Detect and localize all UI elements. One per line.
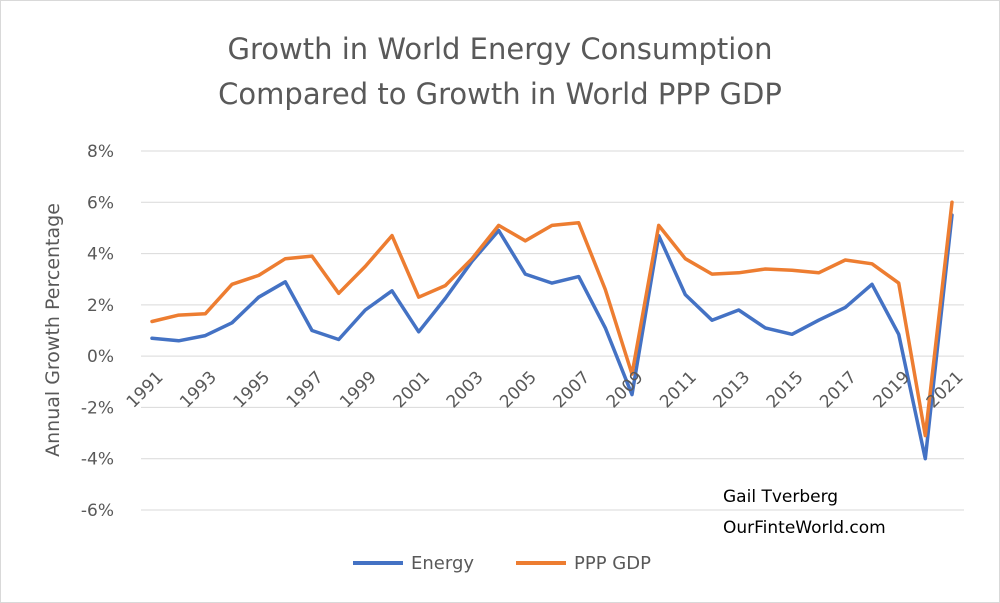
chart-title-line-1: Growth in World Energy Consumption bbox=[228, 32, 773, 66]
y-tick-label: -4% bbox=[81, 450, 114, 470]
x-tick-label: 2005 bbox=[496, 368, 541, 413]
series-line-energy bbox=[150, 213, 954, 461]
y-tick-label: 2% bbox=[87, 296, 114, 316]
y-tick-label: 4% bbox=[87, 245, 114, 265]
series-line-ppp-gdp bbox=[150, 200, 954, 438]
x-tick-label: 1991 bbox=[123, 368, 168, 413]
x-tick-label: 2007 bbox=[549, 368, 594, 413]
gridlines bbox=[141, 150, 964, 511]
y-tick-label: 0% bbox=[87, 347, 114, 367]
x-tick-label: 2003 bbox=[443, 368, 488, 413]
x-tick-label: 1995 bbox=[229, 368, 274, 413]
y-tick-label: 6% bbox=[87, 193, 114, 213]
credit-website: OurFinteWorld.com bbox=[723, 518, 886, 538]
y-tick-label: -6% bbox=[81, 501, 114, 521]
credit-author: Gail Tverberg bbox=[723, 487, 838, 507]
legend-label-energy: Energy bbox=[411, 553, 474, 574]
x-tick-label: 1999 bbox=[336, 368, 381, 413]
legend-label-ppp-gdp: PPP GDP bbox=[574, 553, 651, 574]
x-tick-label: 2017 bbox=[816, 368, 861, 413]
x-tick-label: 2015 bbox=[763, 368, 808, 413]
x-axis-ticks: 1991 1993 1995 1997 1999 2001 2003 2005 2007 2009… bbox=[123, 368, 968, 413]
y-tick-label: -2% bbox=[81, 398, 114, 418]
x-tick-label: 2013 bbox=[709, 368, 754, 413]
x-tick-label: 1993 bbox=[176, 368, 221, 413]
y-axis-ticks: -6% -4% -2% 0% 2% 4% 6% 8% bbox=[81, 142, 114, 521]
x-tick-label: 2001 bbox=[389, 368, 434, 413]
y-axis-title: Annual Growth Percentage bbox=[42, 203, 64, 457]
legend: Energy PPP GDP bbox=[353, 553, 651, 574]
x-tick-label: 1997 bbox=[283, 368, 328, 413]
x-tick-label: 2011 bbox=[656, 368, 701, 413]
y-tick-label: 8% bbox=[87, 142, 114, 162]
chart-title-line-2: Compared to Growth in World PPP GDP bbox=[218, 77, 782, 111]
series-lines bbox=[150, 200, 954, 461]
